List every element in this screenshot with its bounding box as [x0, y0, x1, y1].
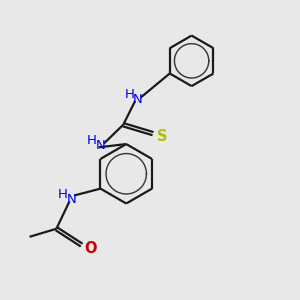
Text: H: H	[125, 88, 135, 100]
Text: O: O	[84, 241, 97, 256]
Text: H: H	[87, 134, 97, 147]
Text: S: S	[157, 128, 168, 143]
Text: N: N	[96, 139, 106, 152]
Text: H: H	[58, 188, 68, 201]
Text: N: N	[133, 93, 143, 106]
Text: N: N	[66, 193, 76, 206]
